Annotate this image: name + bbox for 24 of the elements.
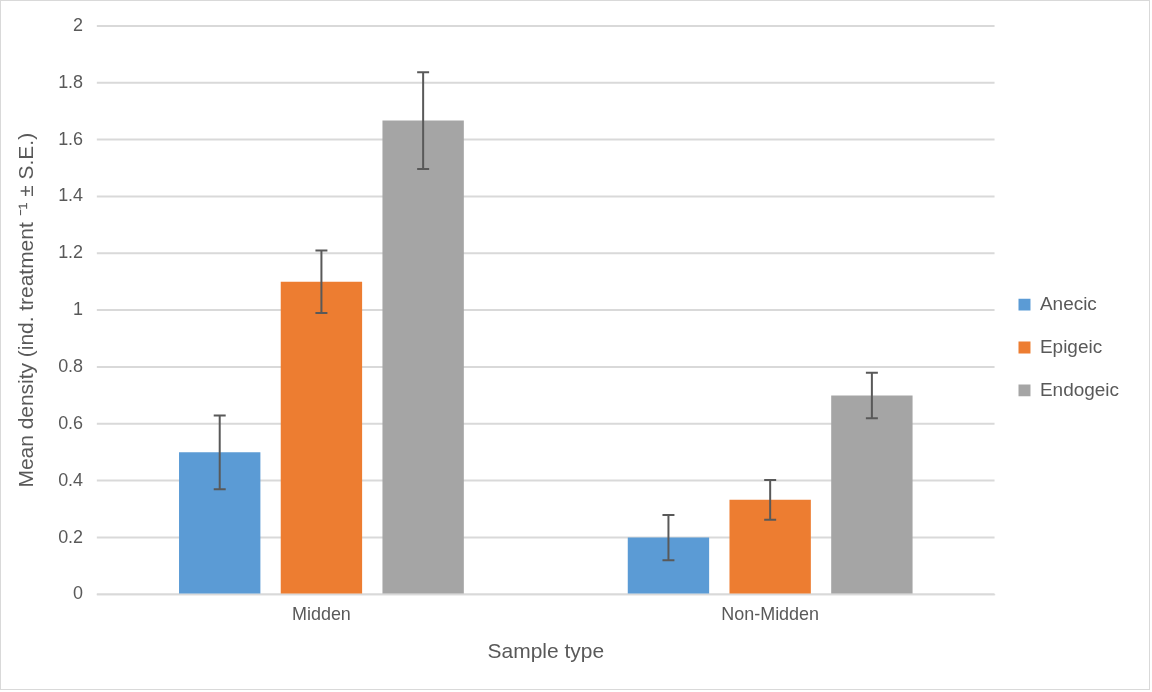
y-tick-label: 1.2 xyxy=(58,242,84,263)
y-tick-label: 0 xyxy=(73,583,84,604)
y-tick-label: 1 xyxy=(73,299,84,320)
x-axis-title: Sample type xyxy=(487,639,605,663)
y-tick-label: 1.8 xyxy=(58,71,84,92)
bar xyxy=(627,537,710,594)
x-tick-label: Non-Midden xyxy=(721,604,820,625)
y-tick-label: 0.8 xyxy=(58,356,84,377)
bar xyxy=(831,395,913,594)
y-tick-label: 0.2 xyxy=(58,526,84,547)
y-tick-label: 0.6 xyxy=(58,412,84,433)
y-tick-label: 1.4 xyxy=(58,185,84,206)
bar xyxy=(179,452,261,594)
legend-label: Anecic xyxy=(1039,292,1097,314)
y-axis-title: Mean density (ind. treatment ⁻¹ ± S.E.) xyxy=(14,132,38,488)
y-tick-label: 1.6 xyxy=(58,128,84,149)
x-tick-label: Midden xyxy=(291,604,351,625)
legend-label: Endogeic xyxy=(1039,378,1119,400)
legend-label: Epigeic xyxy=(1039,335,1103,357)
y-tick-label: 2 xyxy=(73,14,84,35)
bar xyxy=(729,499,811,594)
bar xyxy=(280,281,363,594)
bar xyxy=(382,120,464,594)
y-tick-label: 0.4 xyxy=(58,469,84,490)
